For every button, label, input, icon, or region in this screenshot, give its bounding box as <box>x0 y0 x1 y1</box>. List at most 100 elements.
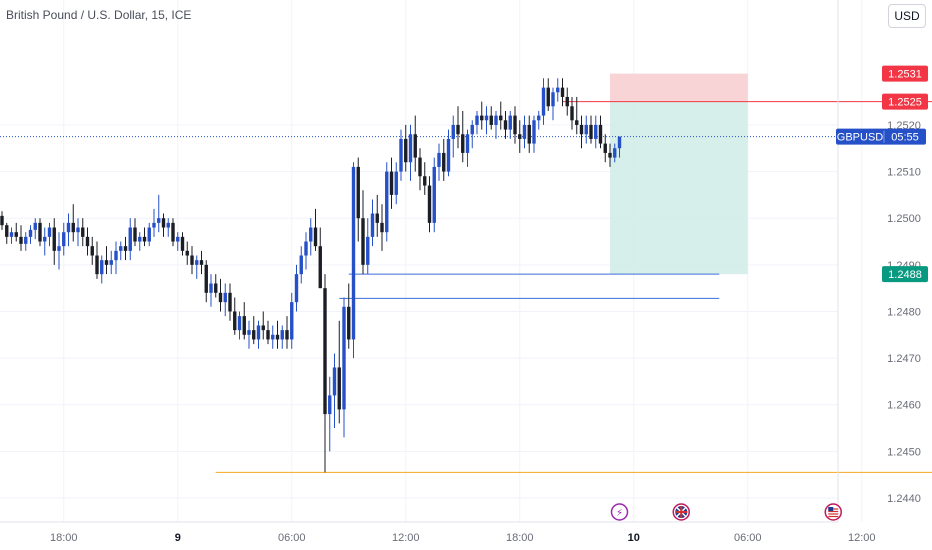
y-tick-label: 1.2470 <box>887 353 921 365</box>
candle-body <box>271 334 275 340</box>
candle-body <box>204 264 208 293</box>
candle-body <box>161 218 166 228</box>
candle-body <box>480 115 484 121</box>
candle-body <box>413 134 417 158</box>
candle-body <box>385 171 389 233</box>
candle-body <box>119 246 123 251</box>
candle-body <box>290 302 294 340</box>
candle-body <box>423 176 427 186</box>
price-label-box <box>882 266 928 283</box>
candle-body <box>475 115 479 125</box>
candle-body <box>218 292 223 303</box>
candle-body <box>114 250 118 261</box>
price-label-box <box>882 93 928 110</box>
price-label: 1.2531 <box>888 69 922 81</box>
candle-body <box>38 222 42 242</box>
candle-body <box>508 115 512 130</box>
candle-body <box>5 225 9 237</box>
candle-body <box>584 124 588 135</box>
candle-body <box>233 311 237 331</box>
candle-body <box>546 87 550 107</box>
candle-body <box>446 138 451 172</box>
price-label-box <box>882 65 928 82</box>
candle-body <box>399 138 403 172</box>
candle-body <box>24 236 28 244</box>
lightning-icon-ring <box>610 503 629 521</box>
candle-body <box>294 274 299 303</box>
currency-button[interactable]: USD <box>888 4 926 28</box>
y-tick-label: 1.2480 <box>887 306 921 318</box>
chart-title: British Pound / U.S. Dollar, 15, ICE <box>6 8 192 22</box>
y-tick-label: 1.2460 <box>887 400 921 412</box>
candle-body <box>142 236 147 242</box>
candle-body <box>560 87 565 97</box>
candle-body <box>318 246 322 289</box>
candle-body <box>247 330 251 335</box>
lightning-glyph: ⚡ <box>616 508 623 519</box>
symbol-price-tag <box>836 128 926 145</box>
candle-body <box>19 236 23 244</box>
us-flag-canton <box>828 507 834 511</box>
x-tick-label: 06:00 <box>734 532 762 544</box>
candle-body <box>313 227 318 247</box>
candle-body <box>494 115 498 125</box>
candle-body <box>323 288 327 415</box>
candle-body <box>437 152 441 167</box>
candle-body <box>14 232 18 237</box>
y-tick-label: 1.2510 <box>887 167 921 179</box>
candle-body <box>489 115 493 125</box>
candle-body <box>613 148 617 158</box>
candle-body <box>9 232 14 237</box>
candle-body <box>123 246 128 251</box>
candle-body <box>85 236 90 247</box>
candle-body <box>518 134 522 139</box>
candle-body <box>95 255 99 275</box>
candle-body <box>199 260 204 265</box>
candle-body <box>304 241 308 256</box>
y-tick-label: 1.2440 <box>887 493 921 505</box>
candle-body <box>299 255 303 275</box>
candle-body <box>171 222 175 242</box>
candle-body <box>503 120 508 130</box>
candle-body <box>347 306 351 340</box>
candle-body <box>147 227 151 242</box>
candle-body <box>537 115 541 121</box>
uk-flag-icon[interactable] <box>672 503 690 521</box>
candle-body <box>285 330 289 340</box>
candle-body <box>570 106 574 121</box>
candle-body <box>237 316 242 331</box>
price-label: 1.2488 <box>888 269 922 281</box>
candle-body <box>328 395 332 415</box>
candle-body <box>461 134 465 153</box>
take-profit-zone <box>610 101 748 275</box>
lightning-icon[interactable]: ⚡ <box>610 503 629 521</box>
candle-body <box>470 124 474 135</box>
candle-body <box>76 227 80 233</box>
candle-body <box>484 115 489 121</box>
candle-body <box>513 115 517 135</box>
candle-body <box>404 138 408 163</box>
candle-body <box>589 124 593 139</box>
candle-body <box>617 136 622 149</box>
candle-body <box>261 325 265 331</box>
stop-loss-zone <box>610 73 748 102</box>
y-tick-label: 1.2450 <box>887 446 921 458</box>
candle-body <box>176 236 180 242</box>
us-flag-icon[interactable] <box>824 503 842 521</box>
price-label: 1.2525 <box>888 97 922 109</box>
candle-body <box>432 166 436 223</box>
candle-body <box>209 283 213 293</box>
candle-body <box>565 96 569 107</box>
candle-body <box>104 260 109 265</box>
candle-body <box>541 87 546 116</box>
candle-body <box>228 292 232 312</box>
candle-body <box>418 157 422 177</box>
countdown-label: 05:55 <box>891 132 919 144</box>
candle-body <box>138 236 142 242</box>
candle-body <box>280 330 284 340</box>
candle-body <box>33 222 37 230</box>
candle-body <box>451 124 455 139</box>
candle-body <box>166 222 170 228</box>
x-tick-label: 06:00 <box>278 532 306 544</box>
